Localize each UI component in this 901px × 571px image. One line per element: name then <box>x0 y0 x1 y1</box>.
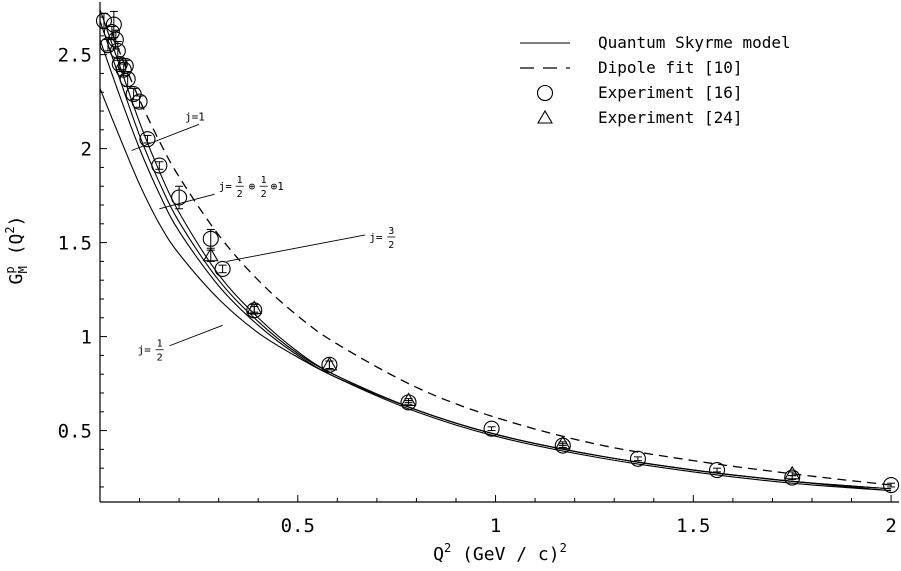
annotation-frac-num: 3 <box>388 226 394 237</box>
y-tick-label: 1.5 <box>58 233 92 255</box>
y-axis-title: GpM (Q2) <box>3 216 30 285</box>
exp16-point <box>107 31 124 48</box>
annotation-leader <box>226 234 366 262</box>
y-tick-label: 2 <box>81 139 92 161</box>
exp16-point <box>95 12 113 29</box>
annotation-frac-den: 2 <box>237 189 243 200</box>
model-curve <box>99 9 892 490</box>
x-axis-title: Q2 (GeV / c)2 <box>433 541 567 565</box>
annotation-leader <box>131 123 200 151</box>
annotation-oplus: ⊕ <box>249 180 256 193</box>
exp16-point <box>246 302 263 319</box>
exp16-point <box>202 230 219 247</box>
annotation-oplus: ⊕1 <box>271 180 284 193</box>
annotation-frac-num: 1 <box>261 175 267 186</box>
x-tick-label: 1 <box>490 515 501 537</box>
y-tick-label: 1 <box>81 327 92 349</box>
exp16-point <box>103 24 120 41</box>
exp24-point <box>400 392 417 407</box>
exp16-point <box>131 93 148 110</box>
exp24-point <box>784 465 801 480</box>
legend-triangle-swatch <box>537 109 553 124</box>
exp16-point <box>115 61 132 78</box>
exp16-point <box>629 450 646 467</box>
dipole-fit-curve <box>111 31 892 486</box>
data-markers <box>95 10 900 494</box>
x-tick-label: 2 <box>885 515 896 537</box>
axes: 0.5 1 1.5 2 0.5 1 1.5 2 2.5 <box>58 2 899 537</box>
exp16-point <box>119 71 136 88</box>
exp16-point <box>151 157 168 174</box>
exp24-point <box>321 356 338 371</box>
annotation-frac-num: 1 <box>237 175 243 186</box>
exp24-point <box>202 247 219 262</box>
legend-label: Experiment [24] <box>598 108 743 127</box>
annotation-label: j= <box>219 180 233 193</box>
exp16-point <box>171 189 188 206</box>
model-curve <box>99 20 892 490</box>
annotation-leader <box>159 193 215 210</box>
annotations: j=1j= 12⊕ 12⊕1j= 32j= 12 <box>131 110 396 364</box>
model-curves <box>99 9 892 492</box>
legend-label: Quantum Skyrme model <box>598 33 791 52</box>
annotation-label: j= <box>369 231 383 244</box>
legend-label: Experiment [16] <box>598 83 743 102</box>
annotation-frac-num: 1 <box>157 339 163 350</box>
x-tick-label: 1.5 <box>676 515 710 537</box>
exp16-point <box>214 260 231 277</box>
annotation-label: j= <box>138 344 152 357</box>
exp16-point <box>784 469 801 486</box>
legend: Quantum Skyrme model Dipole fit [10] Exper… <box>520 33 791 127</box>
exp16-point <box>554 437 571 454</box>
annotation-frac-den: 2 <box>157 353 163 364</box>
annotation-frac-den: 2 <box>261 189 267 200</box>
model-curve <box>99 39 892 492</box>
annotation-leader <box>169 324 223 347</box>
y-tick-label: 2.5 <box>58 45 92 67</box>
annotation-label: j=1 <box>185 110 205 123</box>
annotation-frac-den: 2 <box>388 240 394 251</box>
y-tick-label: 0.5 <box>58 421 92 443</box>
legend-label: Dipole fit [10] <box>598 58 743 77</box>
exp16-point <box>483 420 500 437</box>
legend-circle-swatch <box>536 84 554 102</box>
exp16-point <box>400 394 417 411</box>
exp16-point <box>708 461 726 479</box>
exp16-point <box>139 131 156 148</box>
axis-titles: Q2 (GeV / c)2 GpM (Q2) <box>3 216 567 565</box>
exp16-point <box>117 57 134 74</box>
exp24-point <box>246 300 263 314</box>
exp16-point <box>883 477 900 494</box>
exp24-point <box>554 435 571 450</box>
x-tick-label: 0.5 <box>281 515 315 537</box>
